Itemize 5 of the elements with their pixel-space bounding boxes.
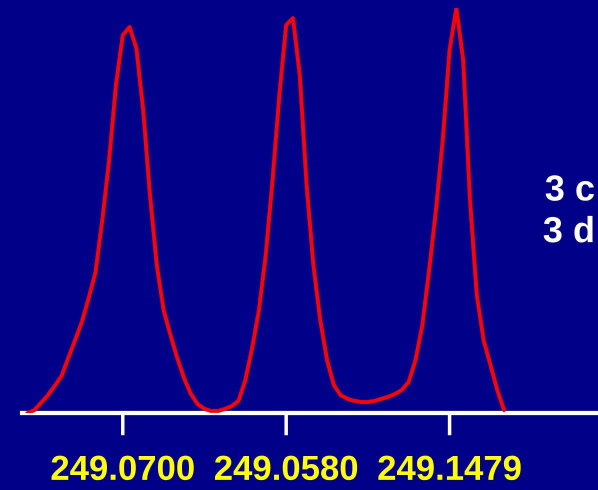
x-tick-label: 249.0700 <box>52 456 194 480</box>
annotation: 3 c <box>546 175 594 201</box>
x-tick-label: 249.1479 <box>378 456 521 480</box>
annotation: 3 d <box>544 216 593 242</box>
x-tick-label: 249.0580 <box>214 456 358 480</box>
